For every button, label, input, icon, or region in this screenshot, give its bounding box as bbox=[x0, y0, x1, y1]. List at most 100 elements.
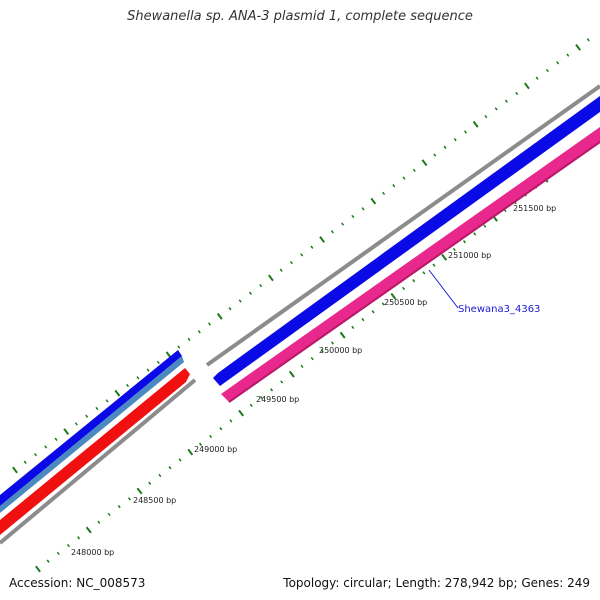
upper-ring-major-tick bbox=[421, 159, 428, 167]
lower-ring-major-tick bbox=[187, 448, 194, 456]
lower-ring-minor-tick bbox=[158, 473, 162, 478]
lower-ring-minor-tick bbox=[320, 349, 324, 353]
lower-ring-major-tick bbox=[35, 565, 41, 573]
upper-ring-minor-tick bbox=[105, 399, 109, 403]
gene-pink-right[interactable] bbox=[221, 127, 600, 402]
lower-ring-minor-tick bbox=[412, 279, 416, 283]
upper-ring-minor-tick bbox=[126, 383, 130, 388]
upper-ring-minor-tick bbox=[23, 460, 27, 464]
gene-lightblue-left[interactable] bbox=[0, 356, 184, 513]
upper-tick-ring bbox=[12, 38, 590, 474]
upper-ring-major-tick bbox=[472, 120, 479, 128]
upper-ring-minor-tick bbox=[412, 168, 416, 173]
upper-ring-minor-tick bbox=[197, 330, 201, 334]
upper-ring-minor-tick bbox=[515, 91, 519, 96]
tick-label-250500: 250500 bp bbox=[384, 298, 427, 307]
upper-ring-minor-tick bbox=[44, 445, 48, 449]
upper-ring-major-tick bbox=[370, 197, 377, 205]
upper-ring-minor-tick bbox=[156, 360, 160, 365]
lower-ring-minor-tick bbox=[209, 434, 213, 439]
upper-ring-minor-tick bbox=[556, 61, 560, 65]
accession-label: Accession: NC_008573 bbox=[9, 576, 146, 590]
upper-ring-minor-tick bbox=[330, 230, 334, 234]
upper-ring-minor-tick bbox=[535, 76, 539, 80]
upper-ring-minor-tick bbox=[95, 406, 99, 411]
gene-blue-right[interactable] bbox=[213, 96, 600, 386]
gene-label[interactable]: Shewana3_4363 bbox=[458, 304, 540, 315]
upper-ring-minor-tick bbox=[351, 214, 355, 219]
lower-ring-minor-tick bbox=[371, 310, 375, 314]
summary-label: Topology: circular; Length: 278,942 bp; … bbox=[283, 576, 590, 590]
lower-ring-minor-tick bbox=[199, 442, 202, 446]
upper-ring-minor-tick bbox=[208, 322, 211, 326]
lower-ring-major-tick bbox=[288, 370, 295, 378]
upper-ring-minor-tick bbox=[85, 414, 89, 418]
lower-ring-minor-tick bbox=[463, 240, 466, 244]
lower-ring-minor-tick bbox=[483, 224, 487, 228]
upper-ring-minor-tick bbox=[259, 283, 263, 288]
upper-ring-major-tick bbox=[319, 236, 326, 243]
backbone-right bbox=[205, 84, 600, 367]
upper-ring-major-tick bbox=[63, 428, 70, 435]
lower-ring-minor-tick bbox=[56, 551, 60, 556]
lower-ring-minor-tick bbox=[452, 247, 456, 252]
lower-ring-minor-tick bbox=[361, 317, 365, 322]
lower-ring-minor-tick bbox=[331, 341, 334, 345]
lower-ring-minor-tick bbox=[107, 512, 111, 517]
lower-ring-minor-tick bbox=[229, 419, 233, 423]
lower-ring-minor-tick bbox=[178, 458, 182, 462]
upper-ring-major-tick bbox=[114, 389, 121, 397]
upper-ring-minor-tick bbox=[279, 268, 283, 272]
lower-ring-minor-tick bbox=[381, 302, 385, 306]
tick-label-251500: 251500 bp bbox=[513, 204, 556, 213]
upper-ring-minor-tick bbox=[136, 376, 140, 380]
lower-ring-minor-tick bbox=[402, 286, 406, 291]
upper-ring-minor-tick bbox=[249, 291, 252, 295]
upper-ring-major-tick bbox=[523, 82, 530, 90]
lower-ring-minor-tick bbox=[249, 403, 253, 407]
upper-ring-minor-tick bbox=[433, 153, 437, 157]
lower-ring-minor-tick bbox=[219, 427, 223, 431]
lower-ring-minor-tick bbox=[66, 543, 70, 548]
upper-ring-minor-tick bbox=[464, 130, 467, 134]
lower-ring-minor-tick bbox=[148, 481, 152, 485]
gene-red-left[interactable] bbox=[0, 368, 190, 535]
tick-label-251000: 251000 bp bbox=[448, 251, 491, 260]
upper-ring-minor-tick bbox=[177, 345, 181, 349]
upper-ring-minor-tick bbox=[289, 260, 293, 265]
upper-ring-major-tick bbox=[216, 312, 223, 320]
upper-ring-major-tick bbox=[12, 466, 18, 474]
upper-ring-minor-tick bbox=[453, 137, 457, 142]
lower-ring-minor-tick bbox=[259, 395, 263, 400]
tick-label-248500: 248500 bp bbox=[133, 496, 176, 505]
lower-tick-ring bbox=[35, 137, 600, 573]
tick-label-248000: 248000 bp bbox=[71, 548, 114, 557]
upper-ring-minor-tick bbox=[484, 114, 488, 119]
lower-ring-minor-tick bbox=[473, 232, 477, 236]
upper-ring-minor-tick bbox=[361, 207, 365, 211]
gene-callout-line bbox=[428, 269, 459, 309]
upper-ring-minor-tick bbox=[545, 68, 549, 73]
upper-ring-minor-tick bbox=[300, 253, 304, 257]
upper-ring-minor-tick bbox=[402, 176, 406, 180]
lower-ring-minor-tick bbox=[127, 497, 131, 501]
lower-ring-major-tick bbox=[238, 409, 244, 417]
map-title: Shewanella sp. ANA-3 plasmid 1, complete… bbox=[127, 9, 473, 24]
lower-ring-minor-tick bbox=[422, 271, 426, 275]
upper-ring-minor-tick bbox=[228, 307, 232, 311]
backbone-left bbox=[0, 378, 197, 545]
gene-blue-left[interactable] bbox=[0, 350, 182, 506]
lower-ring-minor-tick bbox=[280, 380, 284, 384]
upper-ring-minor-tick bbox=[54, 437, 58, 441]
upper-ring-minor-tick bbox=[382, 191, 386, 196]
lower-ring-minor-tick bbox=[168, 466, 172, 470]
tick-label-249000: 249000 bp bbox=[194, 445, 237, 454]
upper-ring-major-tick bbox=[575, 43, 582, 51]
lower-ring-major-tick bbox=[85, 526, 92, 534]
lower-ring-minor-tick bbox=[77, 536, 81, 540]
upper-ring-minor-tick bbox=[494, 107, 498, 111]
lower-ring-minor-tick bbox=[46, 559, 50, 563]
tick-label-250000: 250000 bp bbox=[319, 346, 362, 355]
lower-ring-minor-tick bbox=[310, 356, 314, 361]
